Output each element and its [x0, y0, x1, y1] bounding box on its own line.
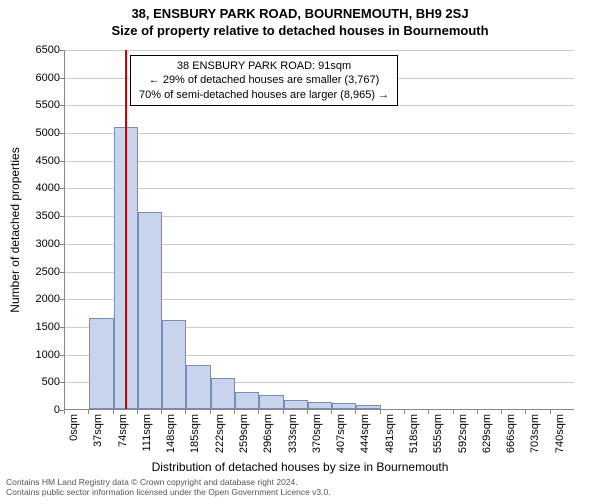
x-tick-mark — [550, 410, 551, 414]
x-tick-label: 148sqm — [165, 414, 177, 453]
title-line-1: 38, ENSBURY PARK ROAD, BOURNEMOUTH, BH9 … — [0, 6, 600, 23]
x-tick-label: 0sqm — [68, 414, 80, 441]
footer-line-2: Contains public sector information licen… — [6, 488, 331, 498]
annotation-line-2: ← 29% of detached houses are smaller (3,… — [139, 73, 389, 87]
footer-attribution: Contains HM Land Registry data © Crown c… — [6, 478, 331, 498]
x-tick-label: 185sqm — [189, 414, 201, 453]
y-tick-mark — [60, 78, 64, 79]
x-tick-label: 481sqm — [384, 414, 396, 453]
marker-line — [125, 50, 127, 409]
annotation-line-3: 70% of semi-detached houses are larger (… — [139, 88, 389, 102]
histogram-bar — [284, 400, 308, 409]
histogram-bar — [162, 320, 186, 409]
x-tick-mark — [307, 410, 308, 414]
x-tick-mark — [331, 410, 332, 414]
x-tick-mark — [113, 410, 114, 414]
y-tick-label: 5500 — [20, 99, 60, 111]
y-tick-label: 6500 — [20, 44, 60, 56]
y-tick-mark — [60, 355, 64, 356]
y-tick-mark — [60, 133, 64, 134]
x-tick-label: 444sqm — [359, 414, 371, 453]
x-tick-mark — [258, 410, 259, 414]
y-tick-label: 500 — [20, 376, 60, 388]
y-tick-label: 1500 — [20, 321, 60, 333]
y-tick-label: 3500 — [20, 210, 60, 222]
gridline — [65, 50, 574, 51]
y-tick-label: 4500 — [20, 155, 60, 167]
y-tick-label: 4000 — [20, 182, 60, 194]
y-tick-mark — [60, 327, 64, 328]
y-tick-label: 3000 — [20, 238, 60, 250]
gridline — [65, 133, 574, 134]
x-tick-label: 74sqm — [117, 414, 129, 447]
y-tick-label: 1000 — [20, 349, 60, 361]
y-tick-label: 2000 — [20, 293, 60, 305]
y-tick-mark — [60, 272, 64, 273]
title-line-2: Size of property relative to detached ho… — [0, 23, 600, 40]
x-tick-mark — [453, 410, 454, 414]
chart-title-block: 38, ENSBURY PARK ROAD, BOURNEMOUTH, BH9 … — [0, 0, 600, 40]
histogram-bar — [332, 403, 356, 409]
x-tick-label: 370sqm — [311, 414, 323, 453]
y-axis-label: Number of detached properties — [8, 147, 22, 312]
x-tick-label: 592sqm — [457, 414, 469, 453]
histogram-bar — [138, 212, 162, 409]
y-tick-label: 6000 — [20, 72, 60, 84]
x-tick-mark — [64, 410, 65, 414]
y-tick-mark — [60, 105, 64, 106]
x-tick-mark — [404, 410, 405, 414]
histogram-bar — [235, 392, 259, 409]
x-tick-mark — [380, 410, 381, 414]
x-tick-mark — [283, 410, 284, 414]
histogram-bar — [186, 365, 210, 409]
histogram-bar — [259, 395, 283, 409]
x-tick-label: 629sqm — [481, 414, 493, 453]
x-tick-label: 703sqm — [529, 414, 541, 453]
y-tick-label: 0 — [20, 404, 60, 416]
x-tick-mark — [210, 410, 211, 414]
y-tick-mark — [60, 50, 64, 51]
x-tick-label: 518sqm — [408, 414, 420, 453]
x-tick-mark — [428, 410, 429, 414]
x-tick-label: 111sqm — [141, 414, 153, 452]
y-tick-mark — [60, 216, 64, 217]
y-tick-mark — [60, 188, 64, 189]
x-tick-label: 333sqm — [287, 414, 299, 453]
y-tick-mark — [60, 382, 64, 383]
x-tick-mark — [525, 410, 526, 414]
x-tick-mark — [88, 410, 89, 414]
x-tick-mark — [355, 410, 356, 414]
y-tick-mark — [60, 299, 64, 300]
x-tick-mark — [234, 410, 235, 414]
x-tick-label: 740sqm — [554, 414, 566, 453]
histogram-bar — [308, 402, 332, 409]
x-tick-label: 296sqm — [262, 414, 274, 453]
x-tick-label: 222sqm — [214, 414, 226, 453]
y-tick-mark — [60, 244, 64, 245]
annotation-box: 38 ENSBURY PARK ROAD: 91sqm ← 29% of det… — [130, 55, 398, 106]
x-tick-mark — [161, 410, 162, 414]
annotation-line-1: 38 ENSBURY PARK ROAD: 91sqm — [139, 59, 389, 73]
histogram-bar — [89, 318, 113, 409]
gridline — [65, 161, 574, 162]
x-tick-mark — [185, 410, 186, 414]
histogram-bar — [211, 378, 235, 409]
histogram-bar — [356, 405, 380, 409]
y-tick-label: 5000 — [20, 127, 60, 139]
x-tick-label: 37sqm — [92, 414, 104, 447]
x-tick-label: 666sqm — [505, 414, 517, 453]
y-tick-label: 2500 — [20, 266, 60, 278]
x-tick-mark — [137, 410, 138, 414]
x-tick-label: 259sqm — [238, 414, 250, 453]
x-tick-label: 555sqm — [432, 414, 444, 453]
gridline — [65, 188, 574, 189]
y-tick-mark — [60, 161, 64, 162]
x-tick-mark — [501, 410, 502, 414]
x-axis-label: Distribution of detached houses by size … — [0, 460, 600, 474]
x-tick-mark — [477, 410, 478, 414]
x-tick-label: 407sqm — [335, 414, 347, 453]
